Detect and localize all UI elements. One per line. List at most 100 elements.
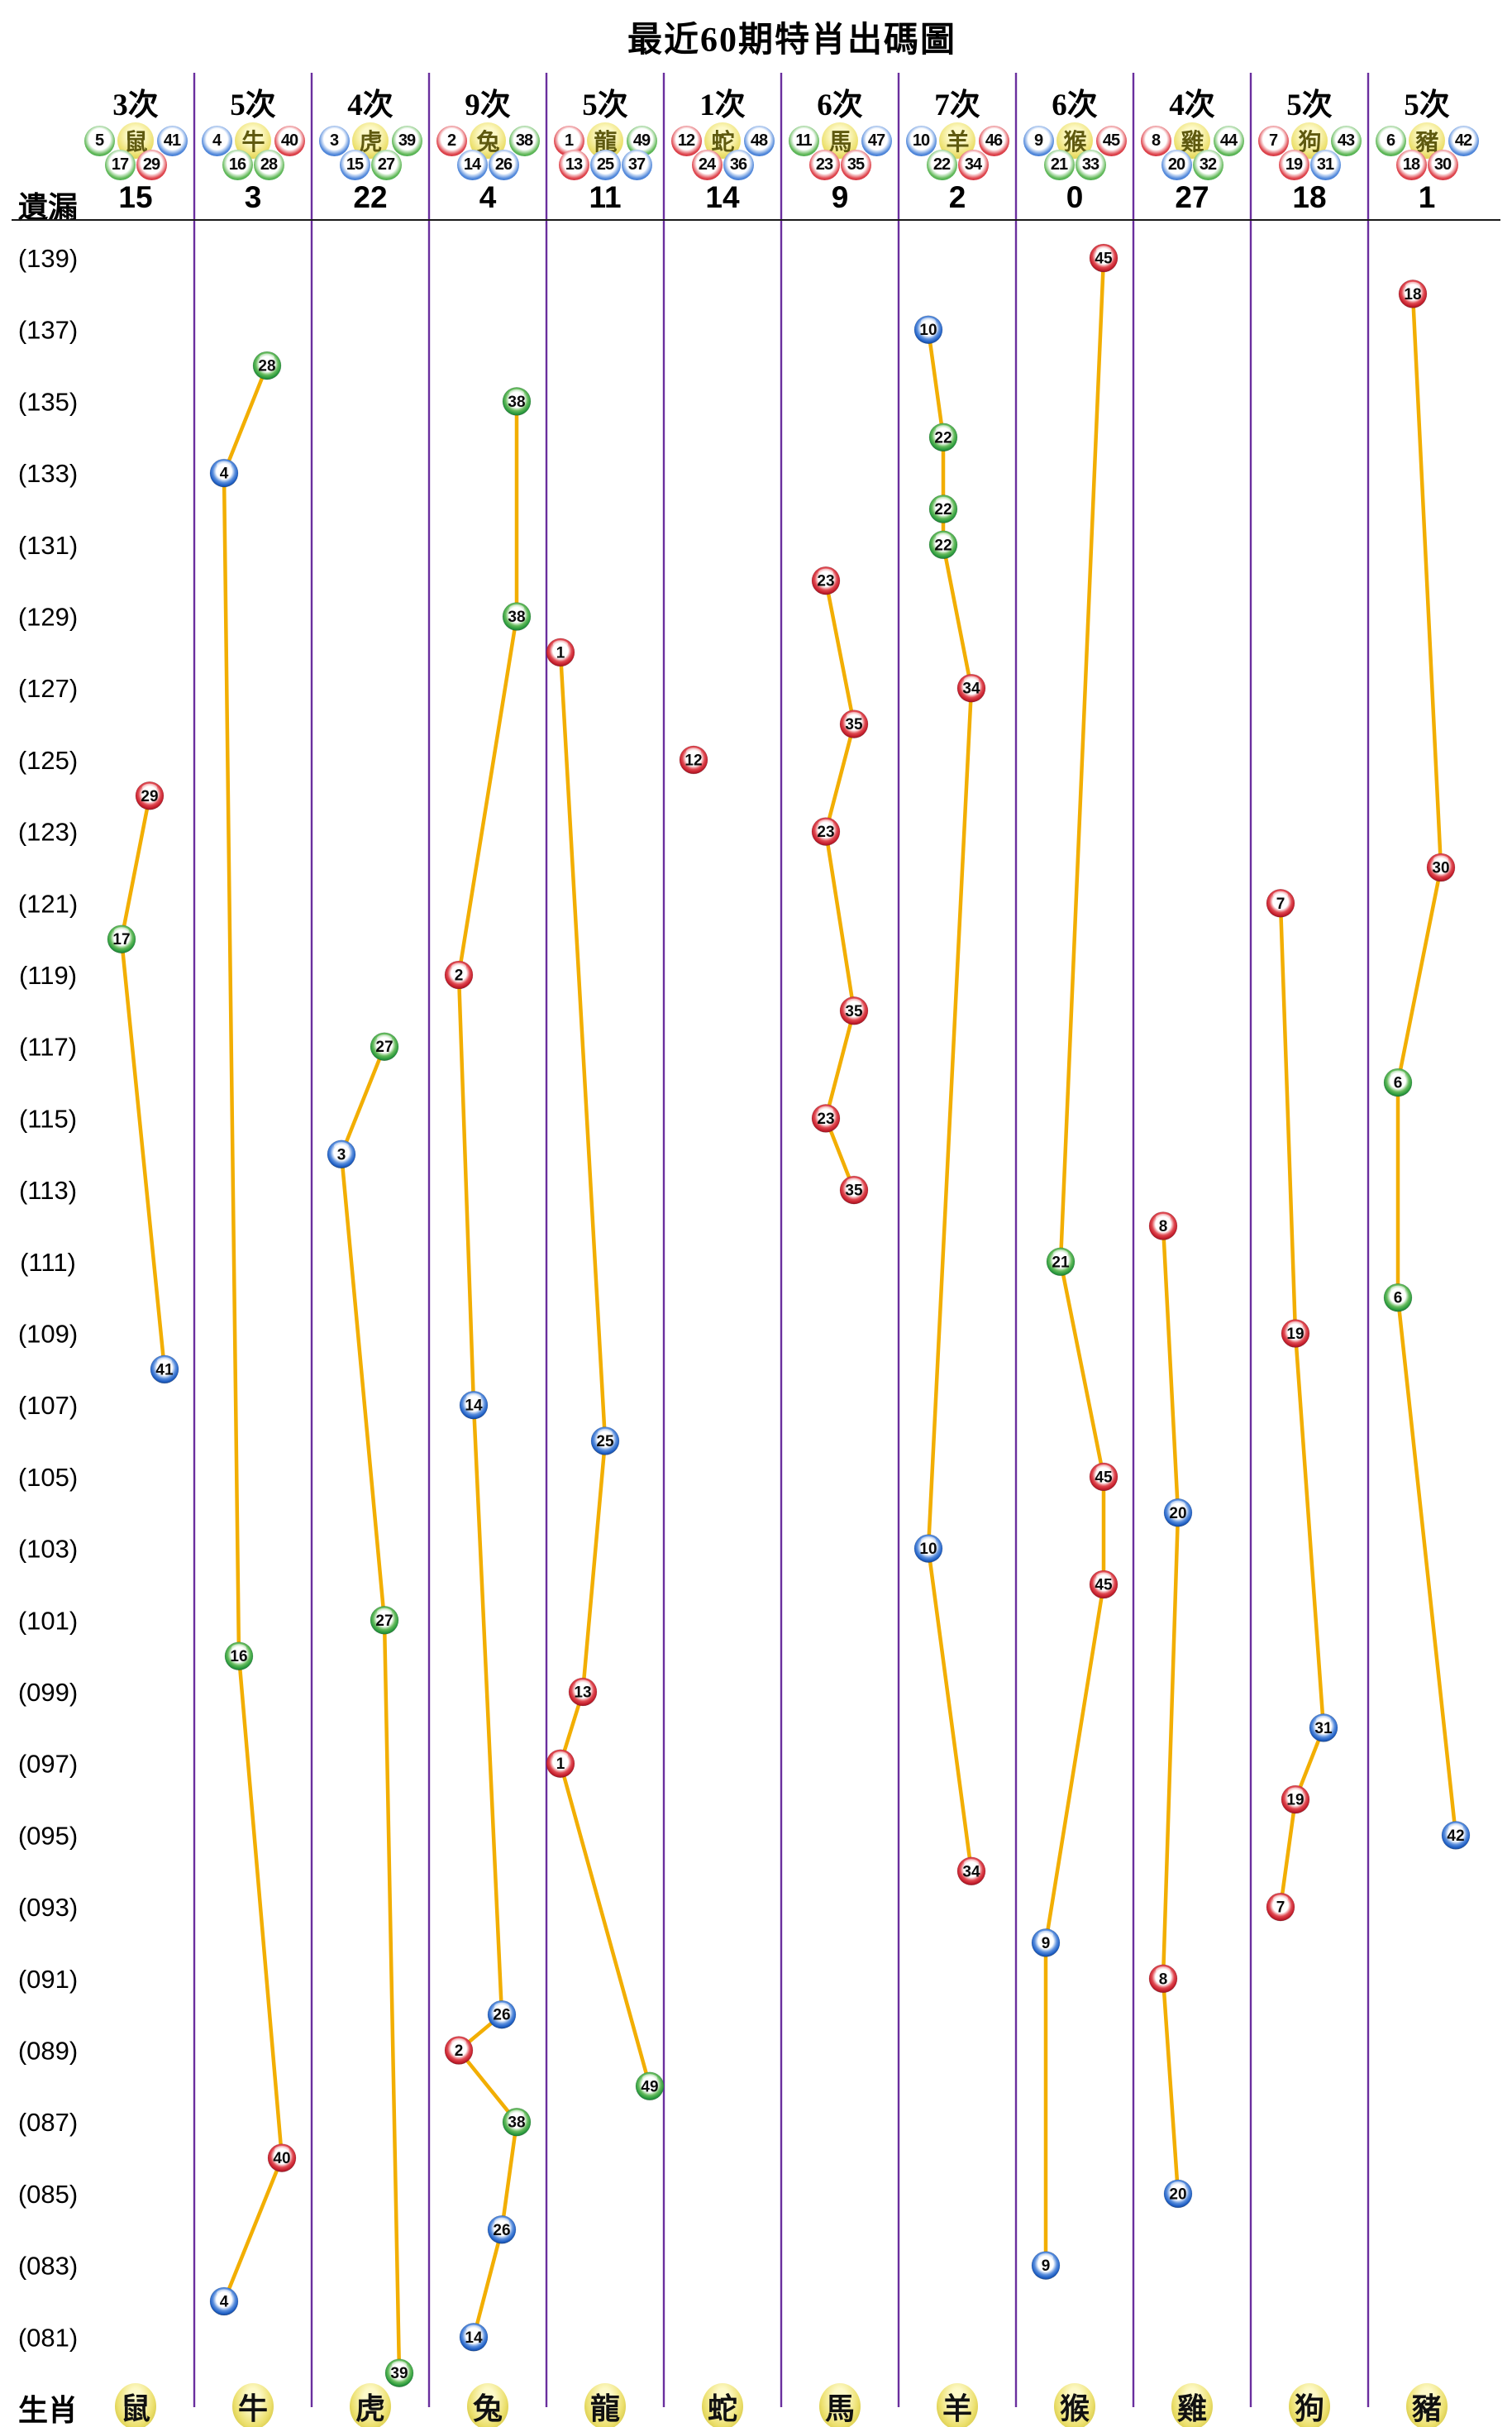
count-label: 6次	[1052, 88, 1098, 122]
zodiac-number-ball: 27	[370, 149, 402, 180]
row-label: (095)	[18, 1821, 78, 1850]
zodiac-number-ball: 14	[456, 149, 488, 180]
zodiac-number-ball: 40	[274, 125, 305, 156]
chart-ball: 41	[150, 1354, 179, 1384]
row-label: (131)	[18, 531, 78, 560]
zodiac-number-ball: 11	[788, 125, 819, 156]
svg-text:9: 9	[1042, 1935, 1051, 1952]
chart-ball: 45	[1089, 1462, 1118, 1492]
chart-ball: 10	[913, 1534, 943, 1563]
row-label: (107)	[18, 1391, 78, 1420]
zodiac-number-ball: 31	[1309, 149, 1341, 180]
zodiac-number-ball: 42	[1448, 125, 1479, 156]
row-label: (103)	[18, 1535, 78, 1564]
footer-zodiac: 蛇	[702, 2383, 743, 2427]
zodiac-number-ball: 44	[1213, 125, 1244, 156]
svg-text:23: 23	[817, 573, 834, 590]
svg-text:45: 45	[1095, 1577, 1113, 1594]
zodiac-number-ball: 28	[253, 149, 284, 180]
svg-text:41: 41	[155, 1361, 174, 1378]
svg-text:29: 29	[141, 788, 158, 805]
chart-ball: 27	[370, 1606, 399, 1635]
svg-text:6: 6	[1394, 1075, 1403, 1092]
count-label: 5次	[582, 88, 628, 122]
row-label: (125)	[18, 746, 78, 775]
zodiac-number-ball: 32	[1192, 149, 1223, 180]
zodiac-number-ball: 25	[589, 149, 621, 180]
svg-text:10: 10	[919, 1541, 937, 1558]
miss-value: 4	[479, 180, 497, 214]
trend-line	[1395, 292, 1458, 1837]
svg-text:45: 45	[1095, 1469, 1113, 1486]
zodiac-number-ball: 29	[136, 149, 167, 180]
row-label: (093)	[18, 1893, 78, 1922]
count-label: 5次	[1404, 88, 1450, 122]
svg-text:38: 38	[508, 394, 525, 411]
footer-zodiac: 狗	[1289, 2383, 1330, 2427]
svg-text:8: 8	[1159, 1971, 1168, 1988]
chart-ball: 22	[928, 494, 958, 523]
chart-ball: 45	[1089, 243, 1118, 273]
svg-text:34: 34	[962, 1863, 980, 1880]
svg-text:19: 19	[1286, 1326, 1304, 1343]
row-label: (085)	[18, 2180, 78, 2209]
svg-text:1: 1	[556, 644, 565, 662]
svg-text:7: 7	[1276, 896, 1285, 913]
count-label: 4次	[1169, 88, 1215, 122]
miss-value: 3	[244, 180, 262, 214]
chart-ball: 14	[459, 2323, 489, 2352]
svg-text:18: 18	[1404, 286, 1421, 303]
trend-line	[558, 650, 652, 2089]
svg-text:38: 38	[508, 2114, 525, 2132]
chart-ball: 35	[839, 709, 869, 738]
row-label: (135)	[18, 387, 78, 416]
zodiac-number-ball: 34	[957, 149, 989, 180]
zodiac-number-ball: 5	[83, 125, 115, 156]
chart-ball: 28	[252, 351, 282, 380]
zodiac-number-ball: 30	[1427, 149, 1458, 180]
chart-ball: 4	[209, 458, 239, 488]
svg-text:13: 13	[574, 1684, 591, 1702]
svg-text:12: 12	[684, 752, 702, 769]
svg-text:1: 1	[556, 1756, 565, 1773]
zodiac-number-ball: 45	[1095, 125, 1127, 156]
row-label: (121)	[18, 889, 78, 918]
page-title: 最近60期特肖出碼圖	[627, 21, 956, 60]
row-label: (089)	[18, 2037, 78, 2066]
row-label: (111)	[20, 1248, 76, 1277]
svg-text:16: 16	[230, 1648, 247, 1665]
svg-text:27: 27	[375, 1612, 393, 1630]
chart-ball: 8	[1148, 1211, 1178, 1240]
chart-ball: 9	[1031, 2251, 1061, 2280]
svg-text:14: 14	[465, 1397, 483, 1415]
svg-text:45: 45	[1095, 251, 1113, 268]
svg-text:30: 30	[1432, 860, 1449, 877]
footer-zodiac: 鼠	[115, 2383, 156, 2427]
trend-line	[1043, 256, 1106, 2267]
svg-text:31: 31	[1314, 1720, 1333, 1737]
footer-zodiac: 羊	[937, 2383, 978, 2427]
count-label: 4次	[347, 88, 394, 122]
miss-value: 9	[831, 180, 849, 214]
zodiac-number-ball: 16	[222, 149, 253, 180]
row-label: (097)	[18, 1750, 78, 1779]
chart-ball: 2	[444, 2036, 474, 2065]
trend-line	[1278, 901, 1326, 1909]
trend-line	[926, 327, 974, 1874]
zodiac-number-ball: 2	[436, 125, 467, 156]
footer-zodiac: 龍	[584, 2383, 626, 2427]
chart-ball: 8	[1148, 1964, 1178, 1994]
zodiac-number-ball: 7	[1257, 125, 1289, 156]
chart-ball: 1	[546, 1749, 575, 1778]
zodiac-number-ball: 47	[861, 125, 892, 156]
chart-ball: 7	[1266, 889, 1295, 918]
chart-ball: 34	[956, 673, 986, 703]
chart-ball: 3	[327, 1139, 356, 1169]
svg-text:2: 2	[455, 967, 464, 985]
svg-text:21: 21	[1052, 1254, 1070, 1271]
zodiac-number-ball: 6	[1375, 125, 1406, 156]
chart-ball: 27	[370, 1032, 399, 1061]
zodiac-number-ball: 20	[1161, 149, 1192, 180]
footer-zodiac: 牛	[232, 2383, 274, 2427]
footer-zodiac: 猴	[1054, 2383, 1095, 2427]
